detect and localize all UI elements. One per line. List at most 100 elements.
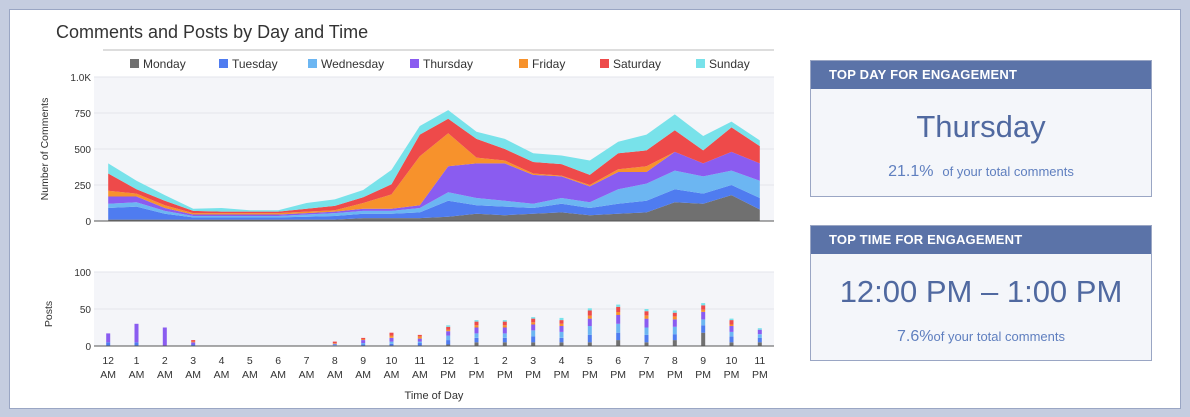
x-tick-hour: 10 (726, 355, 738, 367)
post-bar-monday (729, 342, 734, 346)
post-bar-monday (672, 340, 677, 346)
legend-label-sunday: Sunday (709, 57, 750, 71)
post-bar-thursday (644, 318, 649, 328)
x-tick-ampm: AM (299, 369, 315, 381)
post-bar-saturday (332, 341, 337, 344)
top-time-pct: 7.6% (897, 328, 934, 345)
post-bar-monday (644, 342, 649, 346)
legend-swatch-sunday (696, 59, 705, 68)
post-bar-thursday (162, 327, 167, 346)
x-tick-ampm: AM (355, 369, 371, 381)
x-tick-ampm: PM (752, 369, 768, 381)
post-bar-wednesday (502, 333, 507, 338)
x-tick-ampm: AM (384, 369, 400, 381)
top-time-subtitle: 7.6%of your total comments (811, 328, 1151, 346)
post-bar-friday (502, 325, 507, 328)
post-bar-wednesday (644, 327, 649, 335)
x-tick-ampm: PM (610, 369, 626, 381)
post-bar-tuesday (616, 332, 621, 341)
x-tick-hour: 5 (247, 355, 253, 367)
post-bar-saturday (644, 311, 649, 316)
post-bar-saturday (502, 321, 507, 326)
top-day-text: of your total comments (942, 164, 1074, 179)
area-series-friday (108, 133, 760, 215)
top-day-pct: 21.1% (888, 163, 934, 180)
top-day-value: Thursday (916, 109, 1046, 144)
post-bar-sunday (531, 317, 536, 319)
area-series-wednesday (108, 170, 760, 218)
charts-canvas: Monday Tuesday Wednesday Thursday Friday Satu… (39, 49, 774, 402)
post-bar-friday (559, 323, 564, 326)
legend-swatch-friday (519, 59, 528, 68)
post-bar-monday (757, 342, 762, 346)
post-bar-thursday (106, 333, 111, 343)
legend-swatch-tuesday (219, 59, 228, 68)
legend-label-wednesday: Wednesday (321, 57, 384, 71)
post-bar-saturday (446, 326, 451, 330)
legend-swatch-saturday (600, 59, 609, 68)
top-time-text: of your total comments (933, 329, 1065, 344)
post-bar-sunday (559, 317, 564, 321)
x-tick-ampm: PM (695, 369, 711, 381)
x-tick-hour: 11 (754, 355, 765, 367)
x-axis-label: Time of Day (405, 390, 464, 402)
post-bar-wednesday (446, 335, 451, 340)
post-bar-wednesday (332, 344, 337, 346)
post-bar-friday (729, 324, 734, 326)
post-bar-wednesday (559, 331, 564, 338)
post-bar-monday (701, 332, 706, 346)
post-bar-saturday (531, 318, 536, 323)
post-bar-friday (474, 325, 479, 328)
post-bar-tuesday (134, 342, 139, 346)
x-tick-ampm: PM (554, 369, 570, 381)
post-bar-sunday (474, 320, 479, 322)
area-series-saturday (108, 118, 760, 214)
post-bar-tuesday (559, 337, 564, 343)
post-bar-tuesday (587, 334, 592, 343)
x-tick-hour: 12 (442, 355, 454, 367)
page-title: Comments and Posts by Day and Time (56, 22, 369, 42)
area-series-monday (108, 195, 760, 221)
post-bar-sunday (587, 308, 592, 311)
post-bar-saturday (559, 320, 564, 324)
post-bar-wednesday (474, 333, 479, 338)
post-bar-wednesday (616, 323, 621, 333)
area-ytick-label: 1.0K (70, 73, 91, 84)
area-series-sunday (108, 110, 760, 212)
post-bar-monday (502, 342, 507, 346)
x-tick-ampm: AM (100, 369, 116, 381)
bar-ytick-label: 50 (80, 305, 92, 316)
x-tick-ampm: AM (129, 369, 145, 381)
x-tick-hour: 1 (474, 355, 480, 367)
dashboard-panel: Comments and Posts by Day and Time Monda… (9, 9, 1181, 409)
post-bar-thursday (587, 318, 592, 326)
x-tick-ampm: PM (525, 369, 541, 381)
bar-ytick-label: 100 (74, 268, 91, 279)
post-bar-saturday (474, 321, 479, 326)
area-ytick-label: 750 (74, 109, 91, 120)
post-bar-friday (332, 343, 337, 344)
post-bar-thursday (729, 326, 734, 332)
x-tick-ampm: PM (582, 369, 598, 381)
x-tick-ampm: AM (214, 369, 230, 381)
post-bar-sunday (644, 309, 649, 312)
post-bar-friday (389, 335, 394, 338)
x-tick-ampm: AM (327, 369, 343, 381)
x-tick-hour: 8 (672, 355, 678, 367)
top-time-header: TOP TIME FOR ENGAGEMENT (811, 226, 1151, 254)
post-bar-saturday (701, 305, 706, 310)
post-bar-saturday (191, 340, 196, 342)
post-bar-monday (587, 342, 592, 346)
post-bar-tuesday (701, 325, 706, 333)
post-bar-thursday (616, 314, 621, 324)
post-bar-friday (672, 316, 677, 320)
post-bar-tuesday (417, 343, 422, 346)
post-bar-saturday (587, 310, 592, 316)
post-bar-thursday (134, 323, 139, 343)
post-bar-tuesday (757, 337, 762, 343)
post-bar-thursday (417, 338, 422, 342)
x-tick-hour: 7 (644, 355, 650, 367)
legend-swatch-thursday (410, 59, 419, 68)
legend-label-saturday: Saturday (613, 57, 661, 71)
post-bar-thursday (332, 343, 337, 345)
